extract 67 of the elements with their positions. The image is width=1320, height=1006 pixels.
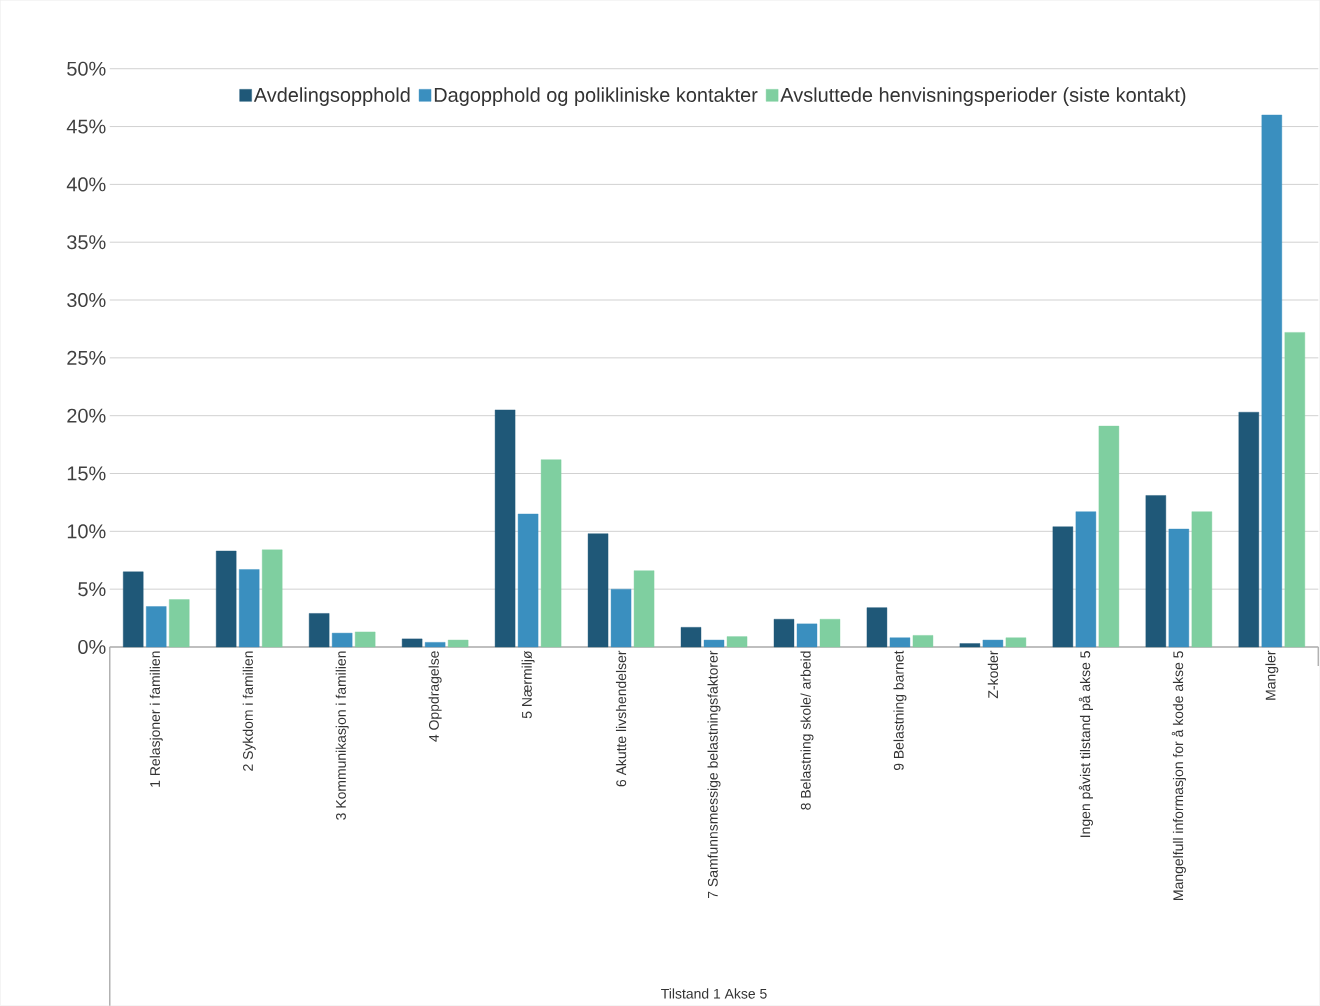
y-tick-label: 0% bbox=[78, 640, 106, 655]
x-tick-label: 4 Oppdragelse bbox=[428, 651, 442, 742]
bar bbox=[215, 550, 237, 648]
bar bbox=[959, 643, 981, 648]
bar bbox=[1168, 528, 1190, 648]
bar bbox=[146, 606, 167, 648]
bar bbox=[610, 589, 632, 648]
bar bbox=[796, 623, 818, 648]
bar bbox=[331, 632, 353, 648]
bar bbox=[123, 571, 144, 648]
bar bbox=[401, 638, 423, 648]
legend-label: Avsluttede henvisningsperioder (siste kontakt) bbox=[780, 87, 1186, 107]
bar bbox=[866, 607, 888, 648]
y-tick-label: 45% bbox=[66, 119, 106, 134]
text: Tilstand 1 Akse 5 bbox=[661, 988, 767, 999]
bar bbox=[819, 619, 841, 648]
x-tick-label: 2 Sykdom i familien bbox=[242, 651, 256, 771]
legend-label: Avdelingsopphold bbox=[253, 87, 410, 107]
bar bbox=[262, 549, 283, 648]
x-tick-label: 6 Akutte livshendelser bbox=[615, 650, 627, 787]
y-tick-label: 35% bbox=[67, 235, 106, 250]
y-tick-label: 15% bbox=[67, 466, 106, 481]
x-tick-label: Ingen påvist tilstand på akse 5 bbox=[1078, 651, 1093, 838]
x-tick-label: 5 Nærmiljø bbox=[521, 650, 535, 719]
x-tick-label: 7 Samfunnsmessige belastningsfaktorer bbox=[707, 650, 721, 899]
bar bbox=[703, 639, 725, 648]
x-tick-label: Mangelfull informasjon for å kode akse 5 bbox=[1171, 651, 1186, 900]
x-tick-label: 1 Relasjoner i familien bbox=[149, 651, 163, 787]
y-tick-label: 30% bbox=[67, 293, 106, 308]
x-tick-label: Mangler bbox=[1265, 650, 1279, 700]
bar bbox=[587, 533, 609, 648]
bar bbox=[447, 639, 469, 648]
bar bbox=[889, 637, 911, 648]
bar bbox=[239, 569, 260, 648]
bar bbox=[726, 636, 748, 648]
bar bbox=[912, 635, 934, 648]
bar bbox=[308, 613, 330, 648]
bar bbox=[1238, 412, 1260, 648]
x-tick-label: 8 Belastning skole/ arbeid bbox=[800, 651, 814, 810]
bar bbox=[1191, 511, 1213, 648]
bar bbox=[354, 631, 376, 648]
bar bbox=[773, 619, 795, 648]
y-tick-label: 50% bbox=[67, 61, 106, 76]
bar bbox=[1284, 332, 1306, 648]
y-tick-label: 5% bbox=[78, 582, 106, 597]
bar bbox=[1075, 511, 1097, 648]
bar bbox=[1145, 495, 1167, 648]
bar bbox=[540, 459, 562, 648]
bar bbox=[424, 642, 446, 648]
bar bbox=[1098, 425, 1120, 648]
y-tick-label: 10% bbox=[67, 524, 106, 539]
bar bbox=[517, 513, 539, 648]
x-tick-label: 3 Kommunikasjon i familien bbox=[335, 651, 349, 820]
x-tick-label: 9 Belastning barnet bbox=[893, 650, 907, 771]
bar bbox=[1052, 526, 1074, 648]
bar bbox=[982, 639, 1004, 648]
bar bbox=[494, 409, 516, 648]
y-tick-label: 20% bbox=[67, 408, 106, 423]
legend-label: Dagopphold og polikliniske kontakter bbox=[434, 87, 758, 107]
y-tick-label: 25% bbox=[67, 350, 106, 365]
y-tick-label: 40% bbox=[66, 177, 106, 192]
bar bbox=[1005, 637, 1027, 648]
bar bbox=[169, 599, 190, 648]
bar bbox=[680, 627, 702, 648]
x-tick-label: Z-koder bbox=[987, 650, 999, 699]
bar bbox=[633, 570, 655, 648]
bar bbox=[1261, 114, 1283, 648]
